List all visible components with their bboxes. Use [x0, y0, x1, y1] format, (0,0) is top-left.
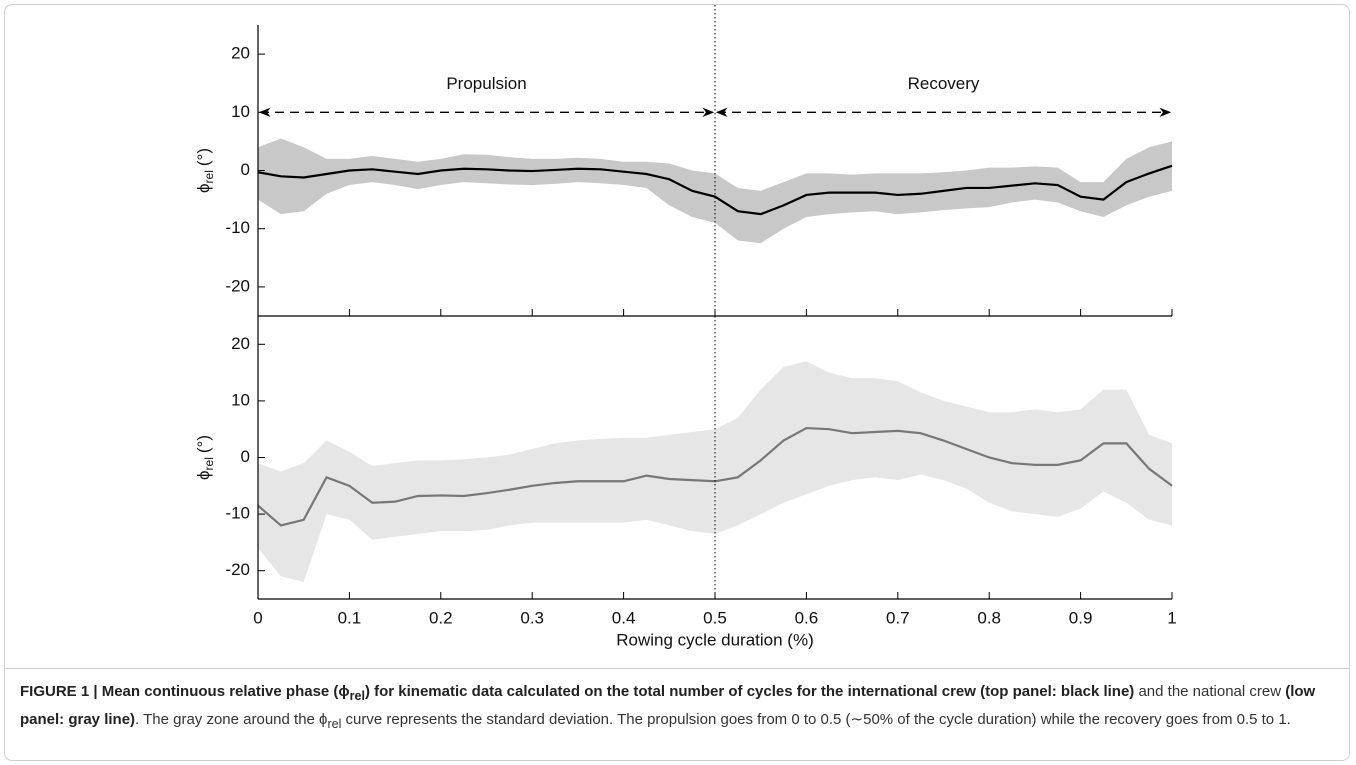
- phase-label: Recovery: [908, 74, 980, 93]
- x-axis-label: Rowing cycle duration (%): [616, 630, 813, 649]
- caption-subscript: rel: [327, 717, 342, 731]
- y-label-unit: (°): [194, 435, 213, 453]
- y-tick-label: 0: [241, 160, 250, 179]
- x-tick-label: 0.5: [703, 608, 727, 627]
- y-tick-label: -10: [225, 504, 250, 523]
- caption: FIGURE 1 | Mean continuous relative phas…: [20, 680, 1338, 736]
- caption-subscript: rel: [349, 689, 365, 703]
- y-tick-label: 10: [231, 390, 250, 409]
- y-tick-label: 0: [241, 447, 250, 466]
- phase-label: Propulsion: [446, 74, 526, 93]
- std-band: [258, 361, 1172, 583]
- std-band: [258, 138, 1172, 244]
- caption-text: . The gray zone around the ϕ: [135, 711, 328, 728]
- mean-line: [257, 164, 1173, 216]
- x-tick-label: 0.1: [338, 608, 362, 627]
- caption-text: curve represents the standard deviation.…: [341, 711, 1291, 728]
- caption-text: (low panel: gray line): [20, 683, 1316, 728]
- caption-text: rel: [349, 683, 365, 703]
- x-tick-label: 0.7: [886, 608, 910, 627]
- caption-text: ) for kinematic data calculated on the t…: [364, 683, 1135, 700]
- y-tick-label: -20: [225, 276, 250, 295]
- y-label-unit: (°): [194, 148, 213, 166]
- caption-text: rel: [327, 711, 342, 731]
- x-tick-label: 0.9: [1069, 608, 1093, 627]
- y-label-symbol: ϕ: [194, 470, 213, 480]
- separator: [4, 668, 1350, 669]
- x-tick-label: 0.2: [429, 608, 453, 627]
- frame: [4, 4, 1350, 761]
- x-tick-label: 0.8: [977, 608, 1001, 627]
- y-axis-label: ϕrel (°): [194, 148, 216, 193]
- y-tick-label: 20: [231, 334, 250, 353]
- y-tick-label: 10: [231, 102, 250, 121]
- caption-text: and the national crew: [1134, 683, 1286, 700]
- y-label-symbol: ϕ: [194, 183, 213, 193]
- x-tick-label: 0.4: [612, 608, 636, 627]
- y-label-subscript: rel: [202, 170, 216, 183]
- y-tick-label: -10: [225, 218, 250, 237]
- x-tick-label: 1: [1167, 608, 1176, 627]
- y-tick-label: -20: [225, 560, 250, 579]
- y-tick-label: 20: [231, 44, 250, 63]
- x-tick-label: 0.6: [795, 608, 819, 627]
- y-axis-label: ϕrel (°): [194, 435, 216, 480]
- x-tick-label: 0.3: [520, 608, 544, 627]
- y-label-subscript: rel: [202, 457, 216, 470]
- x-tick-label: 0: [253, 608, 262, 627]
- caption-text: FIGURE 1 | Mean continuous relative phas…: [20, 683, 350, 700]
